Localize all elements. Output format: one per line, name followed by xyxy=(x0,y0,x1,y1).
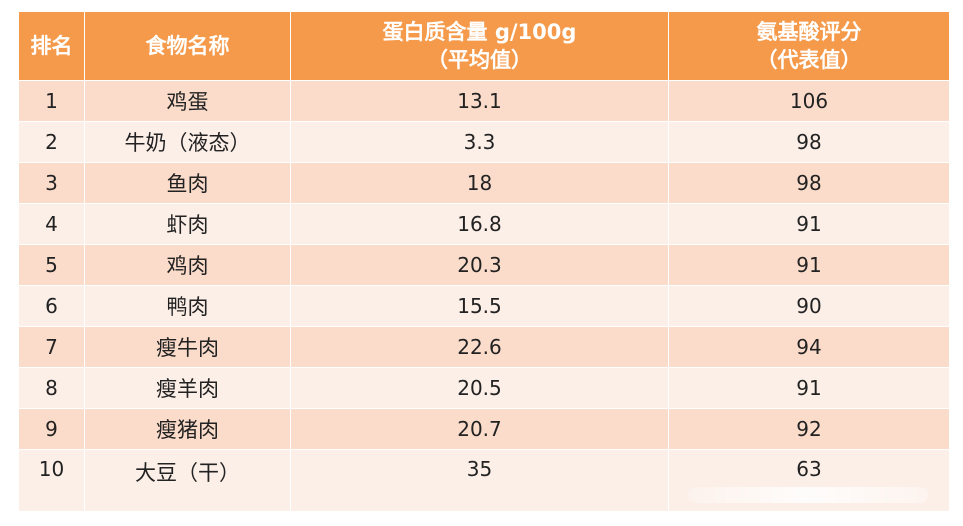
cell-protein: 16.8 xyxy=(291,203,669,244)
cell-protein: 20.7 xyxy=(291,408,669,449)
table-row: 1 鸡蛋 13.1 106 xyxy=(19,80,949,121)
table-row: 8 瘦羊肉 20.5 91 xyxy=(19,367,949,408)
header-protein-sublabel: （平均值） xyxy=(427,48,532,72)
cell-food-name: 瘦牛肉 xyxy=(85,326,291,367)
cell-protein: 3.3 xyxy=(291,121,669,162)
header-protein-content: 蛋白质含量 g/100g （平均值） xyxy=(291,12,669,80)
cell-food-name: 鸡肉 xyxy=(85,244,291,285)
cell-food-name: 瘦猪肉 xyxy=(85,408,291,449)
cell-score: 94 xyxy=(669,326,949,367)
cell-food-name: 虾肉 xyxy=(85,203,291,244)
table-row: 7 瘦牛肉 22.6 94 xyxy=(19,326,949,367)
cell-protein: 13.1 xyxy=(291,80,669,121)
cell-food-name: 瘦羊肉 xyxy=(85,367,291,408)
cell-rank: 5 xyxy=(19,244,85,285)
cell-food-name: 牛奶（液态） xyxy=(85,121,291,162)
header-protein-label: 蛋白质含量 g/100g xyxy=(382,20,577,44)
cell-score: 91 xyxy=(669,367,949,408)
table-header-row: 排名 食物名称 蛋白质含量 g/100g （平均值） 氨基酸评分 （代表值） xyxy=(19,12,949,80)
cell-rank: 6 xyxy=(19,285,85,326)
cell-protein: 15.5 xyxy=(291,285,669,326)
cell-protein: 22.6 xyxy=(291,326,669,367)
cell-food-name: 鸡蛋 xyxy=(85,80,291,121)
header-food-name: 食物名称 xyxy=(85,12,291,80)
table-row: 4 虾肉 16.8 91 xyxy=(19,203,949,244)
header-amino-acid-score: 氨基酸评分 （代表值） xyxy=(669,12,949,80)
protein-ranking-table: 排名 食物名称 蛋白质含量 g/100g （平均值） 氨基酸评分 （代表值） 1… xyxy=(19,12,949,511)
cell-protein: 18 xyxy=(291,162,669,203)
cell-rank: 2 xyxy=(19,121,85,162)
header-score-sublabel: （代表值） xyxy=(756,48,862,72)
cell-score: 91 xyxy=(669,203,949,244)
cell-score: 90 xyxy=(669,285,949,326)
cell-rank: 1 xyxy=(19,80,85,121)
table-row: 3 鱼肉 18 98 xyxy=(19,162,949,203)
table-row: 9 瘦猪肉 20.7 92 xyxy=(19,408,949,449)
protein-ranking-table-container: 排名 食物名称 蛋白质含量 g/100g （平均值） 氨基酸评分 （代表值） 1… xyxy=(19,12,949,514)
cell-rank: 8 xyxy=(19,367,85,408)
cell-food-name: 鱼肉 xyxy=(85,162,291,203)
cell-rank: 9 xyxy=(19,408,85,449)
cell-rank: 4 xyxy=(19,203,85,244)
cell-protein: 20.3 xyxy=(291,244,669,285)
table-row: 6 鸭肉 15.5 90 xyxy=(19,285,949,326)
cell-score: 91 xyxy=(669,244,949,285)
table-row: 2 牛奶（液态） 3.3 98 xyxy=(19,121,949,162)
cell-food-name: 鸭肉 xyxy=(85,285,291,326)
cell-protein: 35 xyxy=(291,449,669,511)
header-score-label: 氨基酸评分 xyxy=(756,20,862,44)
cell-food-name: 大豆（干） xyxy=(85,449,291,511)
cell-score: 106 xyxy=(669,80,949,121)
cell-score: 98 xyxy=(669,121,949,162)
cell-score: 98 xyxy=(669,162,949,203)
cell-protein: 20.5 xyxy=(291,367,669,408)
cell-score: 92 xyxy=(669,408,949,449)
table-row: 5 鸡肉 20.3 91 xyxy=(19,244,949,285)
cell-rank: 3 xyxy=(19,162,85,203)
header-rank: 排名 xyxy=(19,12,85,80)
cell-rank: 7 xyxy=(19,326,85,367)
image-smudge xyxy=(688,487,928,503)
cell-rank: 10 xyxy=(19,449,85,511)
